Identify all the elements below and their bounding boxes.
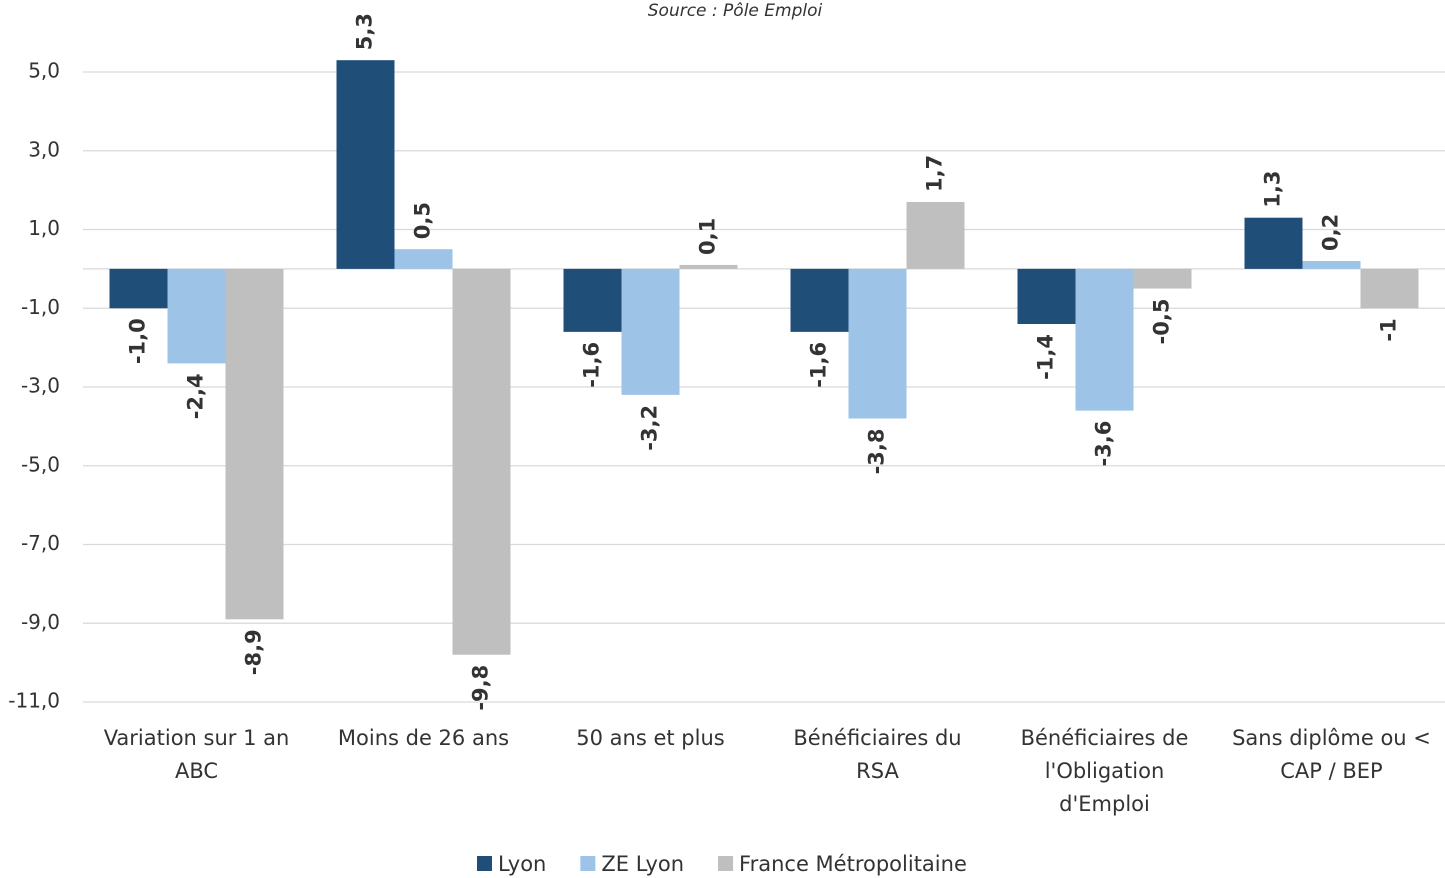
bar <box>906 201 965 269</box>
bar <box>1360 268 1419 309</box>
legend-swatch <box>580 856 596 871</box>
value-label: -3,8 <box>865 429 889 475</box>
bar <box>848 268 907 419</box>
value-label: 0,1 <box>696 218 720 255</box>
bar <box>394 249 453 269</box>
bar <box>225 268 284 620</box>
x-tick-label: Sans diplôme ou < CAP / BEP <box>1232 726 1431 783</box>
bar <box>1075 268 1134 411</box>
value-label: 1,3 <box>1261 170 1285 207</box>
bar <box>167 268 226 364</box>
bar <box>621 268 680 395</box>
y-tick-label: -1,0 <box>21 295 60 319</box>
bar <box>1302 261 1361 269</box>
y-tick-label: -7,0 <box>21 531 60 555</box>
bar <box>563 268 622 332</box>
x-tick-label: Moins de 26 ans <box>337 726 510 750</box>
value-label: 0,2 <box>1319 214 1343 251</box>
value-label: -1,0 <box>126 318 150 364</box>
bar <box>790 268 849 332</box>
x-tick-label: 50 ans et plus <box>576 726 725 750</box>
chart-subtitle: Source : Pôle Emploi <box>648 1 823 21</box>
y-tick-label: 5,0 <box>28 59 60 83</box>
y-tick-label: 1,0 <box>28 216 60 240</box>
value-label: 0,5 <box>411 202 435 239</box>
bar <box>336 60 395 269</box>
legend-label: France Métropolitaine <box>739 852 967 876</box>
y-tick-label: 3,0 <box>28 137 60 161</box>
value-label: -1 <box>1377 318 1401 341</box>
legend-swatch <box>718 856 734 871</box>
value-label: -8,9 <box>242 629 266 675</box>
x-tick-label: Bénéficiaires du RSA <box>793 726 962 783</box>
x-tick-label: Bénéficiaires de l'Obligation d'Emploi <box>1020 726 1189 816</box>
value-label: 1,7 <box>923 155 947 192</box>
value-label: -1,6 <box>807 342 831 388</box>
bar <box>109 268 168 309</box>
y-tick-label: -11,0 <box>8 689 60 713</box>
value-label: 5,3 <box>353 13 377 50</box>
value-label: -3,2 <box>638 405 662 451</box>
legend-label: ZE Lyon <box>601 852 684 876</box>
bar <box>1017 268 1076 324</box>
value-label: -1,6 <box>580 342 604 388</box>
legend-label: Lyon <box>498 852 546 876</box>
value-label: -9,8 <box>469 665 493 711</box>
bar <box>452 268 511 655</box>
y-tick-label: -3,0 <box>21 374 60 398</box>
value-label: -3,6 <box>1092 421 1116 467</box>
value-label: -2,4 <box>184 373 208 419</box>
bar <box>679 264 738 269</box>
y-tick-label: -9,0 <box>21 610 60 634</box>
bar <box>1133 268 1192 289</box>
x-tick-label: Variation sur 1 an ABC <box>103 726 290 783</box>
value-label: -0,5 <box>1150 299 1174 345</box>
bar <box>1244 217 1303 269</box>
legend-swatch <box>477 856 492 871</box>
y-tick-label: -5,0 <box>21 452 60 476</box>
value-label: -1,4 <box>1034 334 1058 380</box>
